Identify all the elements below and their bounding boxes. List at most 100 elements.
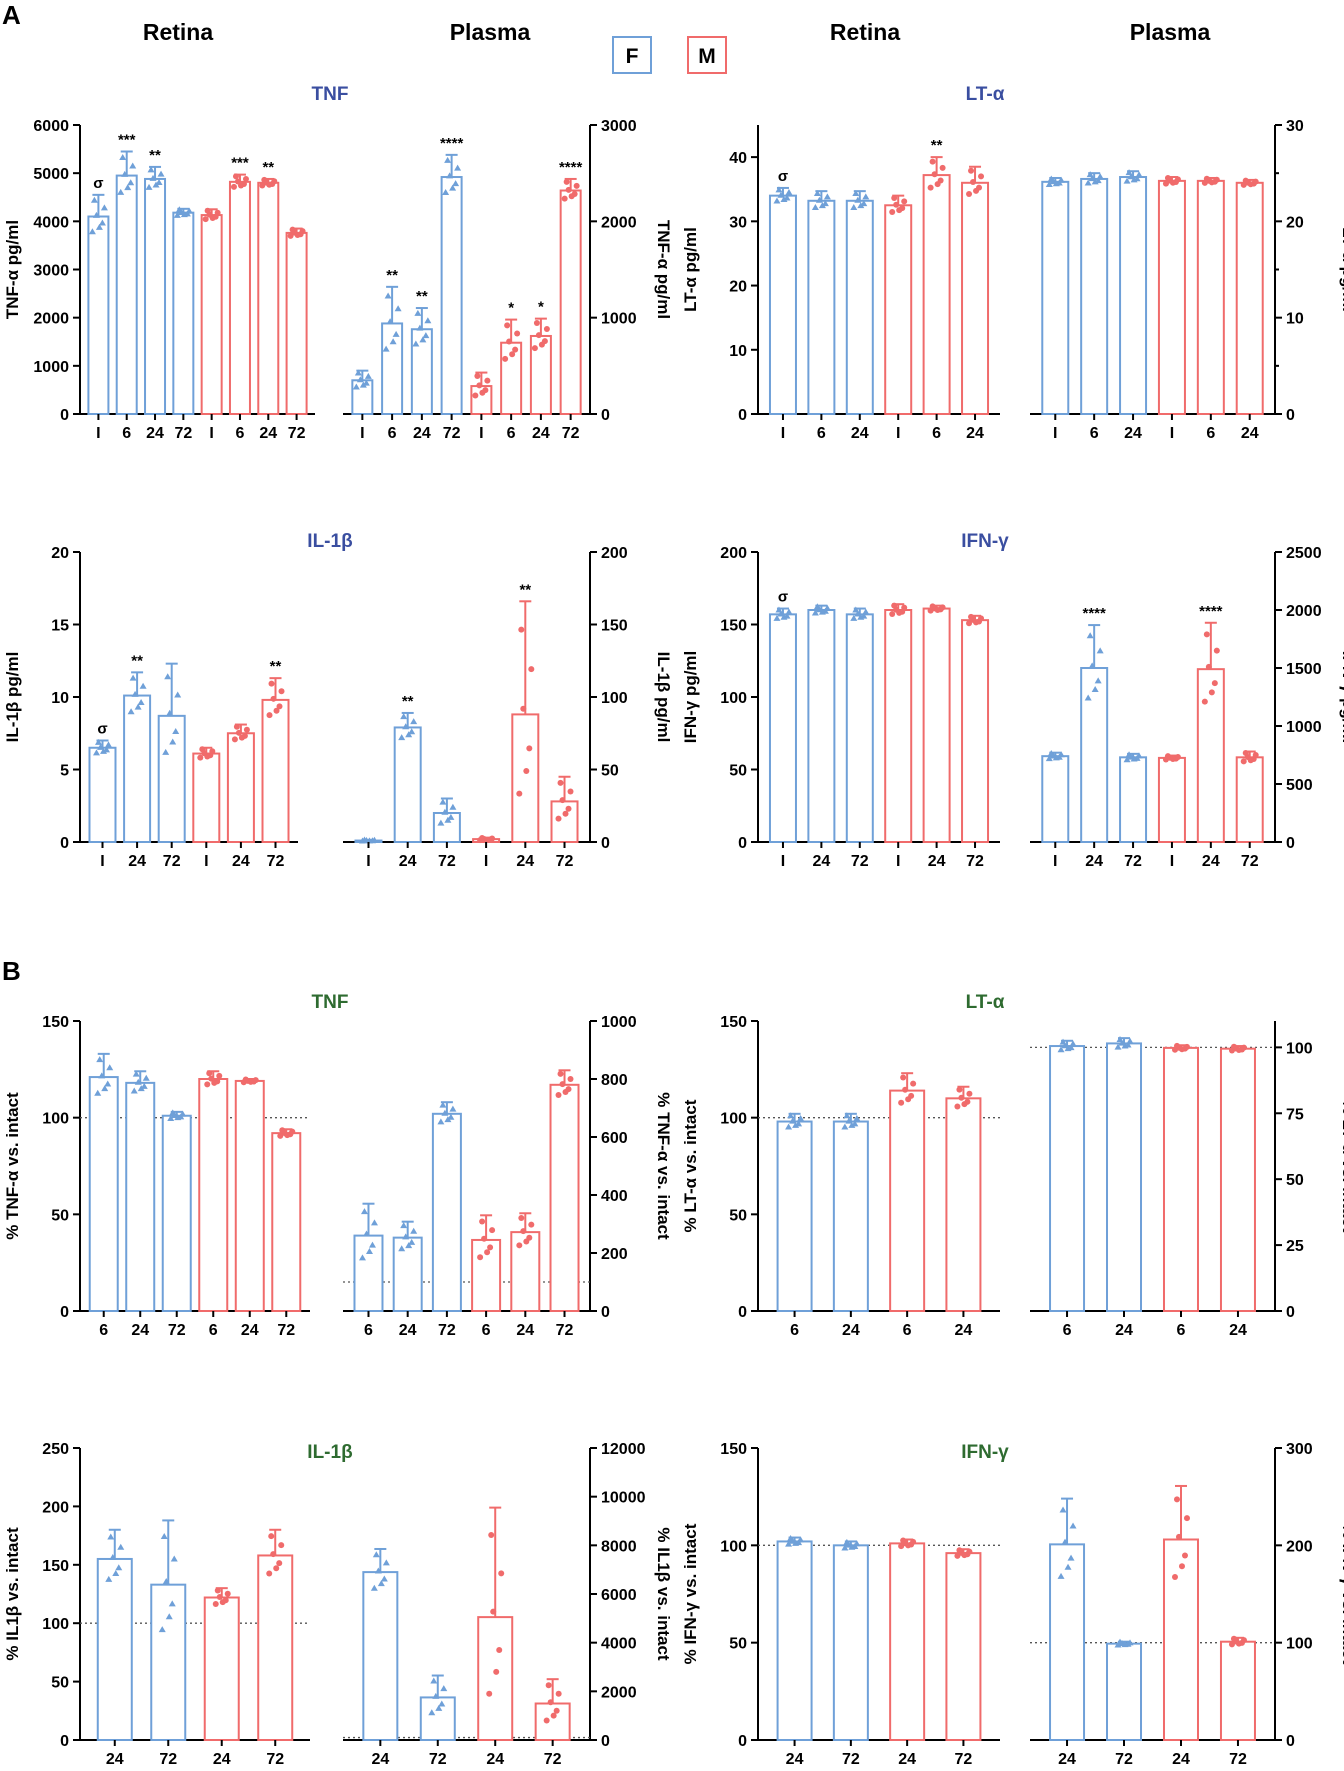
data-point [444,816,452,823]
data-point [1203,631,1210,638]
right-subplot: 0 25 50 75 100 % LT-α vs. intact 6 24 6 24 [1030,1021,1344,1339]
bar [1196,179,1225,415]
data-point [961,1101,968,1108]
data-point [1127,173,1135,180]
data-point [843,1112,851,1119]
y-tick-label: 150 [720,618,747,635]
data-point [1123,177,1131,184]
y-axis-label: % TNF-α vs. intact [3,1092,22,1240]
data-point [94,1089,102,1096]
data-point [155,179,163,186]
chart-title: TNF [312,84,349,105]
x-tick-label: I [484,853,488,870]
bar [510,1231,541,1312]
data-point [214,1587,221,1594]
x-tick-label: 72 [443,425,461,442]
data-point [857,613,865,620]
bar [477,1616,514,1742]
data-point [813,190,821,197]
data-point [1057,176,1065,183]
data-point [1096,173,1104,180]
data-point [273,707,280,714]
bar [125,1081,156,1313]
data-point [402,1233,410,1240]
data-point [498,1570,505,1577]
y-axis-label: % IFN-γ vs. intact [1339,1524,1344,1665]
data-point [973,619,980,626]
data-point [565,186,572,193]
bar [88,1076,119,1312]
y-tick-label: 6000 [601,1587,637,1604]
y-tick-label: 0 [1286,835,1295,852]
data-point [104,741,112,748]
y-tick-label: 200 [720,545,747,562]
data-point [92,749,100,756]
x-tick-label: 6 [122,425,131,442]
bar [1080,177,1109,415]
x-tick-label: 24 [232,853,250,870]
y-tick-label: 75 [1286,1106,1304,1123]
significance-label: **** [440,135,464,152]
y-tick-label: 100 [42,1111,69,1128]
y-tick-label: 12000 [601,1441,646,1458]
data-point [479,835,486,842]
data-point [1230,1635,1237,1642]
y-axis-label: % TNF-α vs. intact [654,1092,673,1240]
data-point [231,736,238,743]
data-point [777,610,785,617]
data-point [792,1121,800,1128]
data-point [557,779,564,786]
data-point [273,1565,280,1572]
bar [884,609,913,843]
x-tick-label: 72 [1124,853,1142,870]
data-point [372,1551,380,1558]
data-point [474,372,481,379]
y-tick-label: 10000 [601,1490,646,1507]
y-tick-label: 10 [1286,311,1304,328]
data-point [392,330,400,337]
data-point [954,1103,961,1110]
left-subplot: 0 50 100 150 200 IFN-γ pg/ml σ I 24 72 I 24 72 [681,545,1000,870]
x-tick-label: 72 [159,1751,177,1768]
bar [353,1234,384,1312]
bar [150,1583,187,1741]
data-point [214,209,221,216]
data-point [134,703,142,710]
data-point [854,610,862,617]
bar [1157,179,1186,415]
data-point [848,1121,856,1128]
y-tick-label: 25 [1286,1238,1304,1255]
data-point [365,837,373,844]
data-point [441,808,449,815]
y-tick-label: 0 [601,407,610,424]
data-point [1069,1040,1077,1047]
x-tick-label: 24 [1241,425,1259,442]
bar [549,1083,580,1313]
bar [1119,176,1148,415]
y-tick-label: 15 [51,618,69,635]
data-point [134,1078,142,1085]
y-tick-label: 50 [601,763,619,780]
data-point [127,708,135,715]
y-axis-label: % LT-α vs. intact [1339,1100,1344,1233]
bar [884,204,913,415]
data-point [1045,181,1053,188]
y-axis-label: % IFN-γ vs. intact [681,1523,700,1664]
x-tick-label: 72 [1241,853,1259,870]
bar [432,812,461,843]
data-point [167,1114,175,1121]
bar [1119,756,1148,844]
y-tick-label: 0 [601,1733,610,1750]
data-point [389,338,397,345]
data-point [815,606,823,613]
data-point [900,1074,907,1081]
data-point [1121,1042,1129,1049]
y-tick-label: 0 [738,1304,747,1321]
data-point [359,381,367,388]
x-tick-label: I [366,853,370,870]
x-tick-label: I [896,425,900,442]
bar [1041,180,1070,415]
x-tick-label: 72 [288,425,306,442]
data-point [247,1078,254,1085]
